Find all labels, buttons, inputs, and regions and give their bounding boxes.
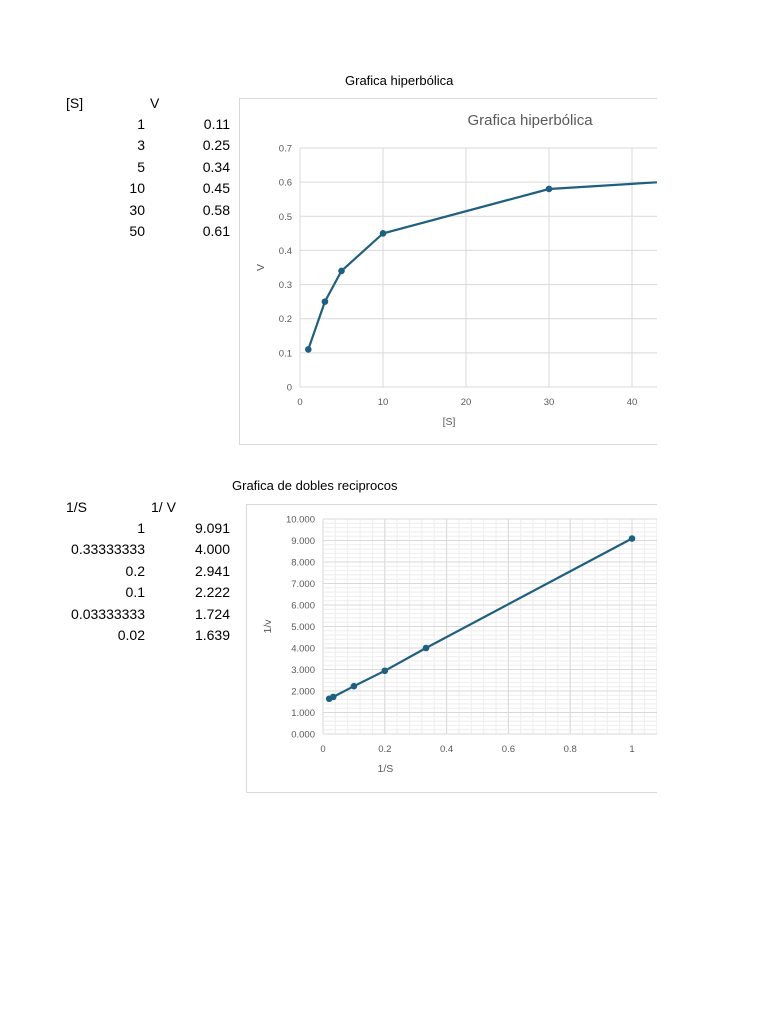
svg-text:V: V <box>255 264 267 271</box>
table1-cell-a: 30 <box>129 201 145 218</box>
svg-text:40: 40 <box>627 397 638 408</box>
svg-text:0.3: 0.3 <box>279 280 292 291</box>
chart1-sheet-title: Grafica hiperbólica <box>345 73 454 88</box>
table1-cell-b: 0.11 <box>203 116 230 132</box>
table1-header-s: [S] <box>66 95 84 111</box>
svg-text:10.000: 10.000 <box>286 515 315 526</box>
table2-cell-a: 0.03333333 <box>71 605 145 622</box>
table2-cell-b: 1.639 <box>194 627 230 643</box>
svg-text:0.000: 0.000 <box>291 730 315 741</box>
table1-cell-a: 5 <box>137 158 145 175</box>
svg-text:0.2: 0.2 <box>279 314 292 325</box>
chart2-plot: 0.000 1.000 2.000 3.000 4.000 5.000 6.000 7.000… <box>262 515 657 775</box>
svg-text:10: 10 <box>378 397 389 408</box>
svg-text:8.000: 8.000 <box>291 558 315 569</box>
svg-text:1/v: 1/v <box>262 619 274 634</box>
table1-cell-a: 50 <box>129 223 145 239</box>
table2-cell-b: 9.091 <box>194 520 230 536</box>
svg-text:0: 0 <box>297 397 302 408</box>
svg-text:4.000: 4.000 <box>291 644 315 655</box>
svg-text:0: 0 <box>287 383 292 394</box>
table1-cell-b: 0.34 <box>202 158 230 175</box>
table2-cell-b: 4.000 <box>194 541 230 558</box>
svg-text:0.4: 0.4 <box>440 744 453 755</box>
chart1-plot: 0 0.1 0.2 0.3 0.4 0.5 0.6 0.7 0 10 20 30 40 [S] V Grafi… <box>255 112 657 428</box>
svg-text:5.000: 5.000 <box>291 622 315 633</box>
svg-text:0.5: 0.5 <box>279 212 292 223</box>
table1-cell-b: 0.58 <box>202 201 230 218</box>
table2-cell-b: 2.222 <box>194 584 230 601</box>
table2-cell-a: 0.2 <box>125 562 145 579</box>
table1-header-v: V <box>150 95 160 111</box>
svg-text:1.000: 1.000 <box>291 708 315 719</box>
svg-text:6.000: 6.000 <box>291 601 315 612</box>
table1-cell-a: 1 <box>137 116 145 132</box>
table2-cell-b: 2.941 <box>194 562 230 579</box>
svg-text:0: 0 <box>320 744 325 755</box>
svg-text:3.000: 3.000 <box>291 665 315 676</box>
chart-hiperbolica[interactable]: 0 0.1 0.2 0.3 0.4 0.5 0.6 0.7 0 10 20 30 40 [S] V Grafi… <box>239 98 657 445</box>
svg-text:9.000: 9.000 <box>291 536 315 547</box>
svg-text:0.2: 0.2 <box>378 744 391 755</box>
svg-text:7.000: 7.000 <box>291 579 315 590</box>
svg-text:2.000: 2.000 <box>291 687 315 698</box>
svg-text:1/S: 1/S <box>378 763 394 775</box>
table1-cell-b: 0.25 <box>202 137 230 154</box>
svg-text:20: 20 <box>461 397 472 408</box>
table2-cell-a: 0.33333333 <box>71 541 145 558</box>
chart-dobles-reciprocos[interactable]: 0.000 1.000 2.000 3.000 4.000 5.000 6.000 7.000… <box>246 504 657 793</box>
svg-text:30: 30 <box>544 397 555 408</box>
table2-cell-b: 1.724 <box>194 605 230 622</box>
svg-text:0.6: 0.6 <box>502 744 515 755</box>
table1-cell-b: 0.45 <box>202 180 230 197</box>
table2-cell-a: 0.1 <box>125 584 145 601</box>
svg-text:0.4: 0.4 <box>279 246 292 257</box>
svg-text:0.8: 0.8 <box>564 744 577 755</box>
table2-header-inv-s: 1/S <box>66 499 88 515</box>
svg-text:0.6: 0.6 <box>279 178 292 189</box>
table1-cell-a: 10 <box>129 180 145 197</box>
chart2-sheet-title: Grafica de dobles reciprocos <box>232 478 398 493</box>
svg-text:0.1: 0.1 <box>279 348 292 359</box>
table1-cell-a: 3 <box>137 137 145 154</box>
table2-cell-a: 1 <box>137 520 145 536</box>
table2-cell-a: 0.02 <box>117 627 145 643</box>
table2-header-inv-v: 1/ V <box>151 499 176 515</box>
svg-text:1: 1 <box>629 744 634 755</box>
svg-text:Grafica hiperbólica: Grafica hiperbólica <box>467 112 593 129</box>
table1-cell-b: 0.61 <box>202 223 230 239</box>
svg-text:[S]: [S] <box>443 416 456 428</box>
svg-text:0.7: 0.7 <box>279 144 292 155</box>
